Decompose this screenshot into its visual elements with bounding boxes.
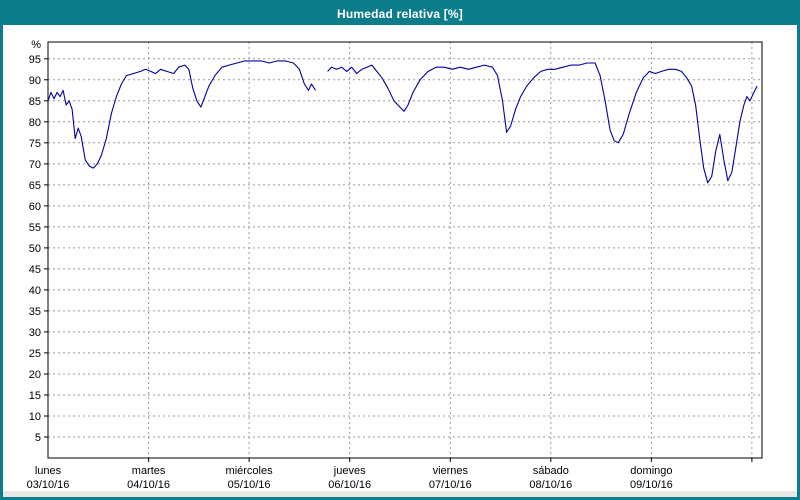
svg-text:35: 35: [29, 306, 41, 318]
svg-text:40: 40: [29, 285, 41, 297]
chart-title: Humedad relativa [%]: [336, 7, 464, 21]
svg-text:05/10/16: 05/10/16: [228, 479, 271, 491]
svg-text:80: 80: [29, 117, 41, 129]
humidity-line-chart: 5 10 15 20 25 30 35 40 45 50 55 60 65 70 75 80 85 90 95% lu…: [27, 39, 763, 491]
svg-text:30: 30: [29, 327, 41, 339]
svg-text:90: 90: [29, 75, 41, 87]
svg-text:jueves: jueves: [333, 465, 366, 477]
svg-text:08/10/16: 08/10/16: [529, 479, 572, 491]
svg-text:viernes: viernes: [433, 465, 469, 477]
svg-text:06/10/16: 06/10/16: [328, 479, 371, 491]
svg-text:85: 85: [29, 96, 41, 108]
svg-text:70: 70: [29, 159, 41, 171]
svg-text:75: 75: [29, 138, 41, 150]
svg-text:domingo: domingo: [630, 465, 672, 477]
svg-text:25: 25: [29, 348, 41, 360]
chart-title-bar: Humedad relativa [%]: [3, 3, 797, 25]
svg-text:10: 10: [29, 411, 41, 423]
svg-text:50: 50: [29, 243, 41, 255]
svg-text:04/10/16: 04/10/16: [127, 479, 170, 491]
svg-text:55: 55: [29, 222, 41, 234]
svg-text:45: 45: [29, 264, 41, 276]
svg-text:martes: martes: [132, 465, 166, 477]
svg-text:5: 5: [35, 432, 41, 444]
svg-text:07/10/16: 07/10/16: [429, 479, 472, 491]
chart-area: 5 10 15 20 25 30 35 40 45 50 55 60 65 70 75 80 85 90 95% lu…: [3, 25, 797, 491]
status-strip: [3, 491, 797, 497]
svg-text:%: %: [31, 39, 41, 51]
svg-text:lunes: lunes: [35, 465, 62, 477]
svg-text:09/10/16: 09/10/16: [630, 479, 673, 491]
svg-text:miércoles: miércoles: [226, 465, 274, 477]
svg-text:95: 95: [29, 54, 41, 66]
svg-text:sábado: sábado: [533, 465, 569, 477]
svg-text:20: 20: [29, 369, 41, 381]
svg-text:65: 65: [29, 180, 41, 192]
svg-text:03/10/16: 03/10/16: [27, 479, 70, 491]
svg-text:15: 15: [29, 390, 41, 402]
svg-text:60: 60: [29, 201, 41, 213]
